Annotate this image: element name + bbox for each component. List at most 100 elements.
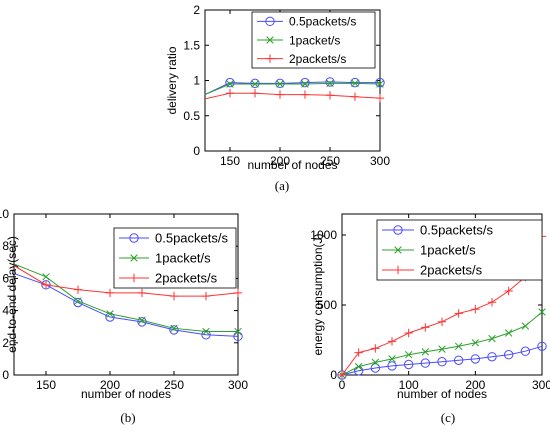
data-point [437,357,447,367]
data-point [325,91,335,100]
data-point [226,80,234,88]
data-point [350,92,360,101]
y-tick-label: 0.5 [183,109,200,123]
legend: 0.5packets/s 1packet/s 2packets/s [251,11,376,69]
legend-label: 1packet/s [420,243,476,258]
data-point [106,310,114,318]
x-tick-label: 300 [370,154,390,168]
data-point [387,361,397,371]
y-tick-label: 2 [193,3,200,17]
series-1 [13,263,242,336]
y-tick-label: 0 [193,144,200,158]
data-point [169,325,179,335]
data-point [169,291,179,301]
y-tick-label: 8 [2,239,9,253]
chart-c: 0 100 200 300 0 500 1000 number of nodes energy … [310,213,550,425]
data-point [387,337,397,346]
series-line [13,263,238,333]
data-point [487,352,497,362]
data-point [504,286,513,296]
data-point [42,273,50,281]
x-tick-label: 200 [465,378,485,392]
data-point [276,80,284,88]
x-axis-label: number of nodes [81,387,171,401]
legend-label: 0.5packets/s [155,231,228,246]
data-point [300,77,310,88]
legend-label: 0.5packets/s [289,15,356,29]
data-point [41,280,51,290]
x-tick-label: 300 [228,378,248,392]
data-point [337,370,347,380]
x-axis-label: number of nodes [397,387,487,401]
data-point [454,342,463,351]
y-tick-label: 6 [2,271,9,285]
data-point [421,323,430,332]
data-point [471,339,480,347]
legend-marker [394,246,402,254]
data-point [138,316,146,324]
legend-label: 2packets/s [155,271,218,286]
data-point [375,77,385,88]
data-point [404,328,413,338]
data-point [354,348,363,357]
series-0 [204,77,385,96]
x-tick-label: 250 [320,154,340,168]
legend-label: 1packet/s [155,251,211,266]
data-point [73,285,83,294]
series-1 [338,308,546,379]
data-point [201,330,211,340]
panel-caption: (a) [275,178,289,193]
data-point [376,80,384,88]
legend-marker [266,36,274,44]
data-point [438,345,446,353]
data-point [170,324,178,333]
x-tick-label: 200 [270,154,290,168]
legend-marker [265,54,275,63]
plot-area [341,213,543,376]
y-axis-label: delivery ratio [165,46,179,114]
data-point [487,298,497,307]
data-point [250,88,260,98]
legend: 0.5packets/s 1packet/s 2packets/s [113,227,237,289]
x-tick-label: 150 [220,154,240,168]
series-2 [204,88,385,103]
data-point [420,358,431,368]
data-point [488,334,496,343]
data-point [233,288,243,298]
data-point [371,344,380,353]
y-tick-label: 0 [330,368,337,382]
data-point [504,329,513,337]
data-point [325,77,335,87]
data-point [250,78,260,89]
series-2 [13,265,243,301]
data-point [520,346,531,356]
data-point [471,305,480,314]
legend-marker [393,265,403,275]
legend-label: 2packets/s [289,52,346,66]
data-point [350,77,360,88]
series-line [204,92,381,100]
series-0 [337,341,547,380]
series-2 [337,232,547,380]
data-point [74,297,82,305]
data-point [105,288,115,298]
y-tick-label: 2 [2,336,9,350]
data-point [202,327,210,336]
series-line [13,265,239,297]
data-point [354,362,363,371]
y-tick-label: 0 [2,368,9,382]
y-axis-label: end-to-end delay(sec) [5,236,19,353]
data-point [225,77,235,88]
data-point [301,80,309,88]
legend-marker [129,273,139,283]
data-point [371,358,380,367]
y-tick-label: 4 [2,304,9,318]
x-tick-label: 250 [164,378,184,392]
data-point [454,309,463,318]
y-axis-label: energy consumption(J) [311,233,325,355]
legend-marker [130,254,138,262]
data-point [225,88,235,98]
legend-label: 2packets/s [420,263,483,278]
data-point [388,355,396,363]
